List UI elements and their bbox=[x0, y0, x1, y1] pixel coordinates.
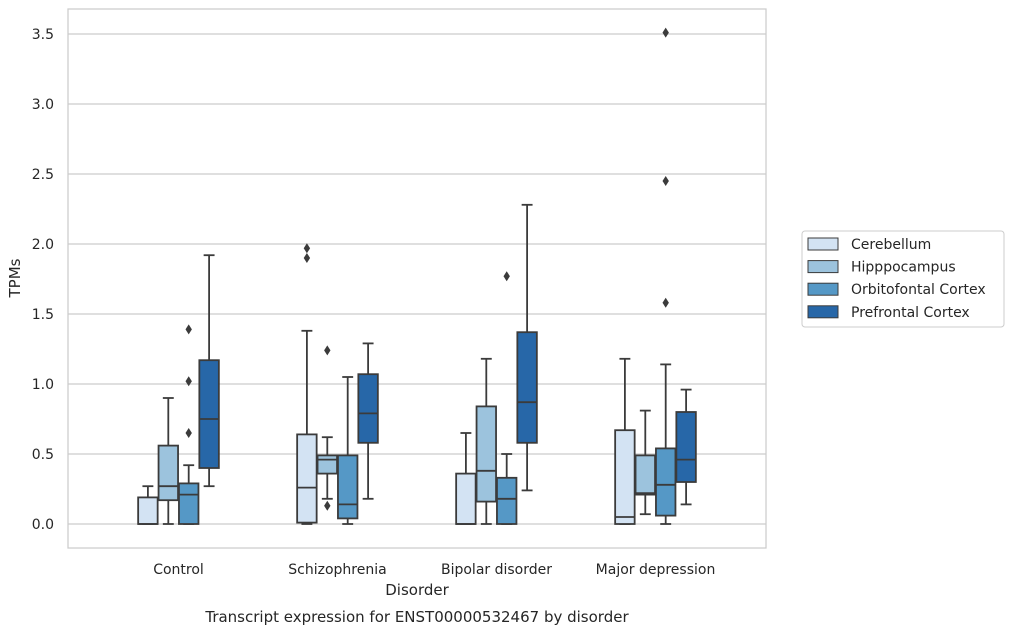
legend-item: Hipppocampus bbox=[807, 260, 956, 276]
box-iqr bbox=[475, 405, 497, 503]
outlier-point bbox=[185, 376, 192, 387]
box-iqr bbox=[337, 454, 359, 520]
box-iqr bbox=[198, 359, 220, 469]
legend: Cerebellum Hipppocampus Orbitofontal Corte… bbox=[801, 230, 1005, 328]
outlier-point bbox=[662, 176, 669, 186]
y-tick-label: 3.0 bbox=[32, 97, 54, 113]
plot-area-frame bbox=[67, 8, 767, 549]
legend-swatch bbox=[807, 237, 839, 251]
y-tick-label: 0.5 bbox=[32, 447, 54, 463]
box bbox=[357, 342, 379, 500]
box-iqr bbox=[655, 447, 677, 517]
legend-swatch bbox=[807, 305, 839, 319]
y-tick-label: 3.5 bbox=[32, 27, 54, 43]
outlier-point bbox=[185, 428, 192, 438]
x-tick-label: Control bbox=[153, 562, 204, 578]
legend-label: Prefrontal Cortex bbox=[851, 305, 970, 321]
legend-label: Cerebellum bbox=[851, 237, 931, 253]
legend-swatch bbox=[807, 260, 839, 274]
outlier-point bbox=[324, 500, 331, 511]
box-iqr bbox=[357, 373, 379, 444]
box-iqr bbox=[516, 331, 538, 444]
box-plot-marks bbox=[137, 27, 697, 525]
y-axis-label: TPMs bbox=[6, 258, 24, 298]
chart-title: Transcript expression for ENST0000053246… bbox=[204, 608, 629, 626]
box bbox=[655, 27, 677, 525]
box-iqr bbox=[675, 411, 697, 483]
legend-items: Cerebellum Hipppocampus Orbitofontal Corte… bbox=[807, 237, 986, 321]
box bbox=[475, 357, 497, 525]
legend-frame bbox=[801, 230, 1005, 328]
box bbox=[516, 203, 538, 492]
x-tick-label: Schizophrenia bbox=[288, 562, 386, 578]
box bbox=[157, 397, 179, 525]
box-iqr bbox=[614, 429, 636, 525]
outlier-point bbox=[662, 297, 669, 308]
outlier-point bbox=[324, 345, 331, 356]
outlier-point bbox=[503, 271, 510, 282]
legend-item: Prefrontal Cortex bbox=[807, 305, 970, 321]
x-axis-label: Disorder bbox=[385, 581, 449, 599]
y-tick-label: 1.5 bbox=[32, 307, 54, 323]
box-iqr bbox=[157, 444, 179, 502]
legend-item: Cerebellum bbox=[807, 237, 931, 253]
box bbox=[316, 345, 338, 511]
box-iqr bbox=[455, 472, 477, 525]
box bbox=[496, 271, 518, 525]
legend-swatch bbox=[807, 282, 839, 296]
outlier-point bbox=[185, 324, 192, 335]
box-iqr bbox=[137, 496, 159, 525]
outlier-point bbox=[662, 27, 669, 38]
y-axis-ticks: 0.0 0.5 1.0 1.5 2.0 2.5 3.0 3.5 bbox=[32, 27, 54, 533]
y-tick-label: 0.0 bbox=[32, 517, 54, 533]
x-axis-ticks: Control Schizophrenia Bipolar disorder Majo… bbox=[153, 562, 715, 578]
box-iqr bbox=[496, 476, 518, 525]
box bbox=[178, 324, 200, 525]
outlier-point bbox=[303, 253, 311, 263]
outlier-point bbox=[303, 243, 311, 254]
y-tick-label: 1.0 bbox=[32, 377, 54, 393]
y-tick-label: 2.5 bbox=[32, 167, 54, 183]
box-iqr bbox=[316, 454, 338, 475]
box bbox=[675, 388, 697, 506]
box-iqr bbox=[634, 454, 656, 496]
box bbox=[455, 432, 477, 525]
box bbox=[198, 254, 220, 488]
x-tick-label: Major depression bbox=[596, 562, 716, 578]
y-tick-label: 2.0 bbox=[32, 237, 54, 253]
box bbox=[634, 409, 656, 516]
x-tick-label: Bipolar disorder bbox=[441, 562, 552, 578]
y-gridlines bbox=[68, 33, 766, 525]
legend-label: Orbitofontal Cortex bbox=[851, 282, 986, 298]
box bbox=[337, 376, 359, 525]
box bbox=[137, 485, 159, 525]
legend-item: Orbitofontal Cortex bbox=[807, 282, 986, 298]
legend-label: Hipppocampus bbox=[851, 260, 956, 276]
box-iqr bbox=[178, 482, 200, 525]
box bbox=[296, 243, 318, 525]
box-iqr bbox=[296, 433, 318, 524]
